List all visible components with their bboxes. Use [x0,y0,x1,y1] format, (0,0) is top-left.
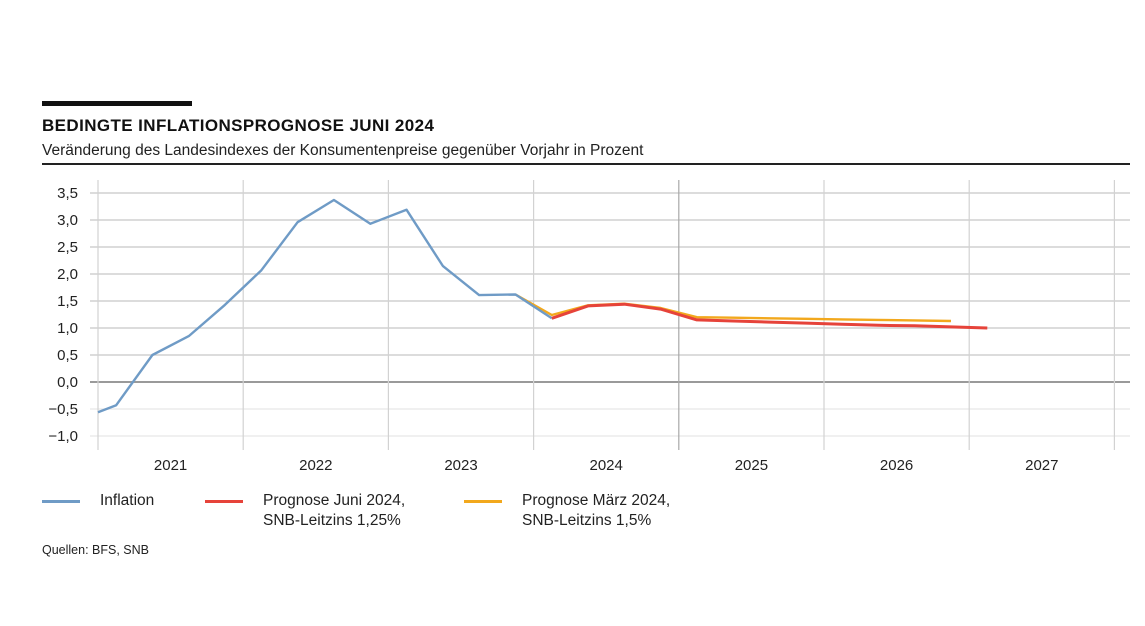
y-tick-label: 2,5 [57,239,78,256]
y-tick-label: 3,5 [57,185,78,202]
chart-title: BEDINGTE INFLATIONSPROGNOSE JUNI 2024 [42,116,435,135]
title-accent-bar [42,101,192,106]
legend-label-prognose-maerz-line1: Prognose März 2024, [522,492,671,509]
x-tick-label: 2024 [590,457,623,474]
x-tick-label: 2022 [299,457,332,474]
legend-swatch-inflation [42,500,80,503]
y-tick-label: 0,5 [57,347,78,364]
legend-swatch-prognose-maerz [464,500,502,503]
series-line-prognose-juni-2024 [551,302,988,330]
y-tick-label: 3,0 [57,212,78,229]
y-tick-label: 0,0 [57,374,78,391]
legend-label-prognose-maerz-line2: SNB-Leitzins 1,5% [522,512,652,529]
source-note: Quellen: BFS, SNB [42,543,149,557]
chart-subtitle: Veränderung des Landesindexes der Konsum… [42,142,644,159]
header-rule [42,163,1130,165]
x-tick-label: 2027 [1025,457,1058,474]
series-lines [97,198,988,414]
x-tick-label: 2021 [154,457,187,474]
legend-label-inflation: Inflation [100,492,155,509]
grid [90,180,1130,450]
series-line-inflation [97,198,553,414]
y-tick-label: 2,0 [57,266,78,283]
y-tick-label: −1,0 [48,428,78,445]
x-tick-label: 2023 [444,457,477,474]
x-tick-label: 2026 [880,457,913,474]
legend-swatch-prognose-juni [205,500,243,503]
legend-label-prognose-juni-line2: SNB-Leitzins 1,25% [263,512,401,529]
y-axis-ticks: 3,5 3,0 2,5 2,0 1,5 1,0 0,5 0,0 −0,5 −1,0 [48,185,78,445]
x-tick-label: 2025 [735,457,768,474]
y-tick-label: 1,5 [57,293,78,310]
y-tick-label: 1,0 [57,320,78,337]
legend-label-prognose-juni-line1: Prognose Juni 2024, [263,492,406,509]
x-axis-ticks: 2021 2022 2023 2024 2025 2026 2027 [154,457,1059,474]
y-tick-label: −0,5 [48,401,78,418]
